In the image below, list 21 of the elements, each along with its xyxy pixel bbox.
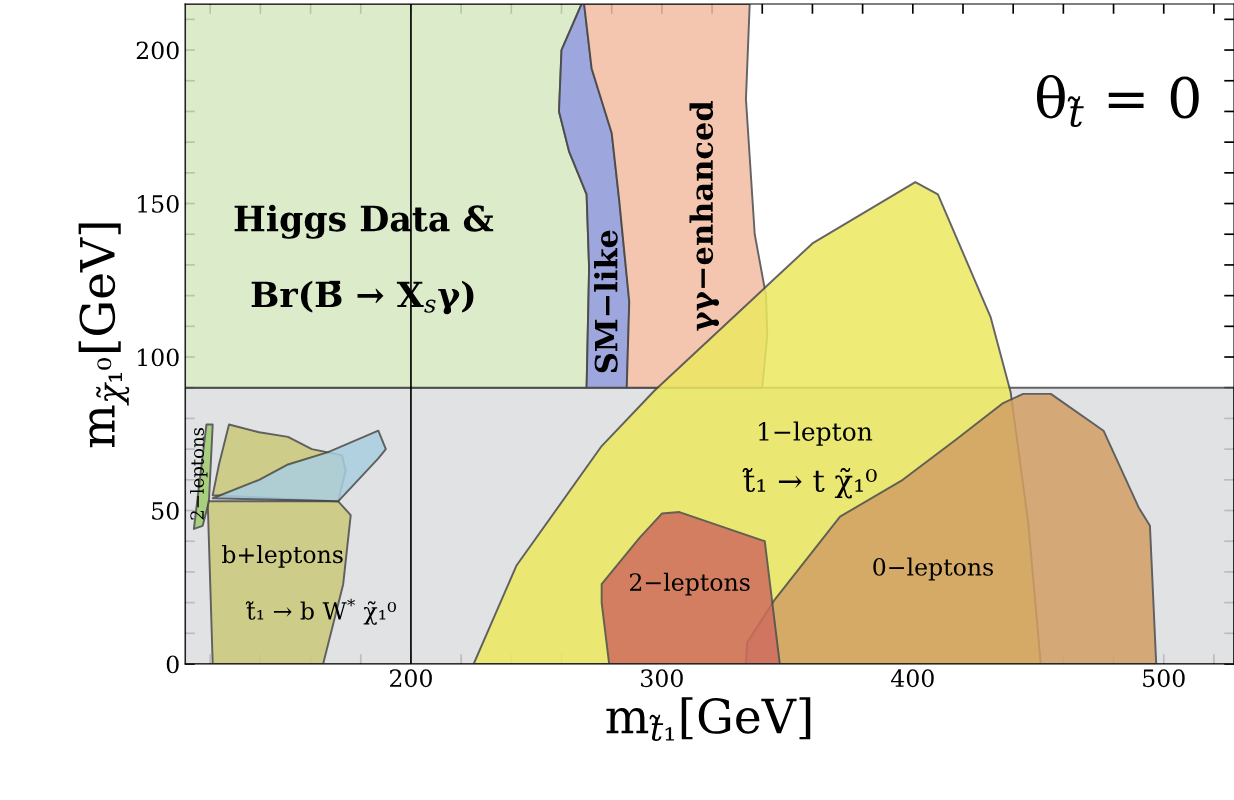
annotation: 0−leptons — [873, 557, 993, 581]
annotation: 2−leptons — [190, 428, 208, 520]
y-tick-label: 200 — [136, 41, 179, 60]
x-tick-label: 500 — [1143, 669, 1185, 688]
y-tick-label: 0 — [166, 655, 179, 674]
annotation: 1−lepton — [759, 421, 873, 446]
annotation: γγ−enhanced — [689, 100, 720, 331]
y-tick-label: 150 — [138, 194, 179, 213]
y-tick-label: 100 — [138, 348, 179, 367]
annotation: t̃₁ → b W$^{*}$ χ̃₁⁰ — [245, 598, 396, 625]
x-tick-label: 400 — [891, 669, 934, 688]
x-tick-label: 300 — [641, 669, 683, 688]
annotation: θ$_{t̃}$ = 0 — [1036, 75, 1199, 127]
y-axis-title: m$_{χ̃₁⁰}$[GeV] — [78, 223, 130, 448]
annotation: 2−leptons — [629, 572, 750, 596]
annotation: t̃₁ → t χ̃₁⁰ — [742, 467, 877, 499]
y-tick-label: 50 — [152, 501, 179, 520]
x-axis-title: m$_{t̃₁}$[GeV] — [606, 697, 811, 741]
x-tick-label: 200 — [390, 669, 432, 688]
annotation: SM−like — [594, 230, 618, 373]
annotation: b+leptons — [222, 544, 343, 568]
